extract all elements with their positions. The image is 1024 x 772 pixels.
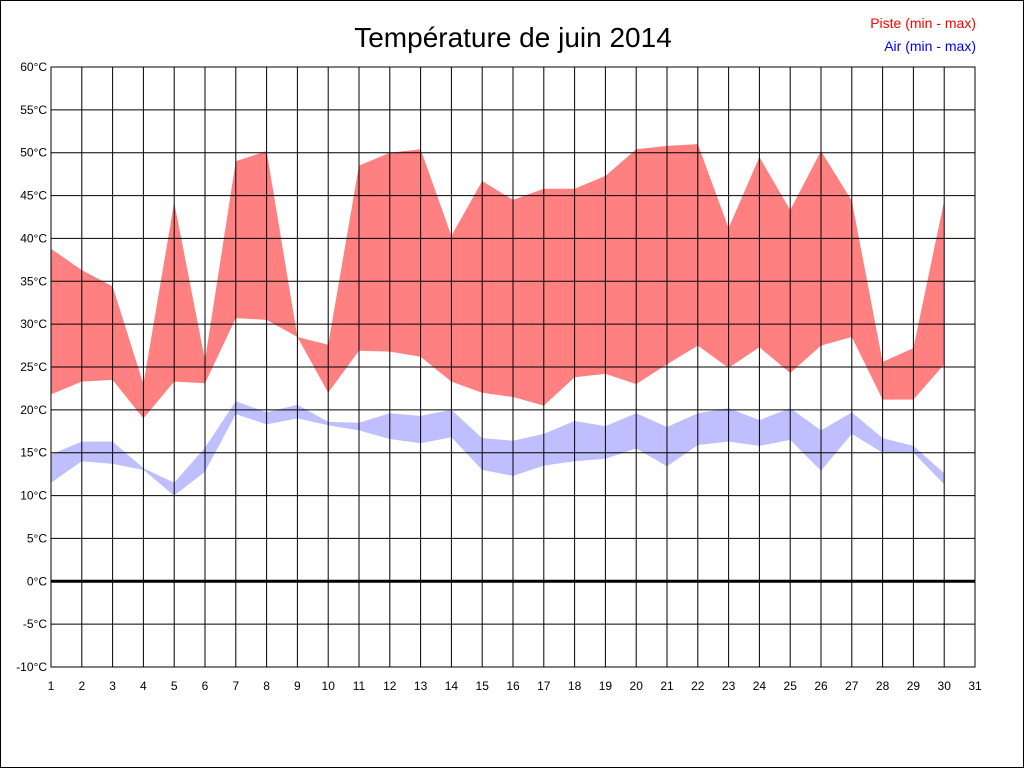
x-tick-label: 4 <box>140 679 147 693</box>
legend-item-piste: Piste (min - max) <box>870 15 976 31</box>
chart-grid <box>50 66 976 668</box>
x-tick-label: 17 <box>537 679 551 693</box>
x-tick-label: 29 <box>907 679 921 693</box>
x-tick-label: 24 <box>753 679 767 693</box>
y-tick-label: 30°C <box>20 317 47 331</box>
y-tick-label: 50°C <box>20 146 47 160</box>
y-tick-label: 25°C <box>20 360 47 374</box>
x-tick-label: 8 <box>263 679 270 693</box>
x-tick-label: 11 <box>353 679 366 693</box>
x-tick-label: 31 <box>968 679 982 693</box>
x-tick-label: 28 <box>876 679 890 693</box>
x-tick-label: 9 <box>294 679 301 693</box>
x-tick-label: 12 <box>383 679 397 693</box>
x-tick-label: 26 <box>814 679 828 693</box>
x-tick-label: 1 <box>48 679 55 693</box>
chart-title: Température de juin 2014 <box>354 22 672 53</box>
y-tick-label: -5°C <box>23 617 47 631</box>
y-tick-label: 35°C <box>20 274 47 288</box>
x-tick-label: 30 <box>938 679 952 693</box>
y-tick-label: 40°C <box>20 231 47 245</box>
x-tick-label: 13 <box>414 679 428 693</box>
y-tick-label: 10°C <box>20 489 47 503</box>
x-tick-label: 3 <box>109 679 116 693</box>
y-tick-label: -10°C <box>16 660 47 674</box>
y-tick-label: 55°C <box>20 103 47 117</box>
y-tick-label: 20°C <box>20 403 47 417</box>
x-tick-label: 7 <box>232 679 239 693</box>
y-tick-label: 5°C <box>27 531 47 545</box>
area-air <box>51 401 945 496</box>
x-tick-label: 14 <box>445 679 459 693</box>
plot-border <box>50 66 976 668</box>
x-tick-label: 19 <box>599 679 613 693</box>
legend-item-air: Air (min - max) <box>884 38 976 54</box>
y-tick-label: 0°C <box>27 574 47 588</box>
x-tick-label: 2 <box>78 679 85 693</box>
x-tick-label: 5 <box>171 679 178 693</box>
y-tick-label: 15°C <box>20 446 47 460</box>
x-tick-label: 22 <box>691 679 705 693</box>
x-axis-labels: 1 2 3 4 5 6 7 8 9 10 11 12 13 14 15 16 17 18 19 20 21 22 23 24 2… <box>48 679 982 693</box>
x-tick-label: 15 <box>476 679 490 693</box>
x-tick-label: 6 <box>202 679 209 693</box>
y-tick-label: 45°C <box>20 189 47 203</box>
x-tick-label: 16 <box>506 679 520 693</box>
x-tick-label: 21 <box>660 679 674 693</box>
x-tick-label: 23 <box>722 679 736 693</box>
y-axis-labels: 60°C 55°C 50°C 45°C 40°C 35°C 30°C 25°C 20°C 15°C… <box>16 60 47 674</box>
y-tick-label: 60°C <box>20 60 47 74</box>
x-tick-label: 20 <box>630 679 644 693</box>
x-tick-label: 27 <box>845 679 859 693</box>
x-tick-label: 25 <box>784 679 798 693</box>
x-tick-label: 18 <box>568 679 582 693</box>
x-tick-label: 10 <box>322 679 336 693</box>
